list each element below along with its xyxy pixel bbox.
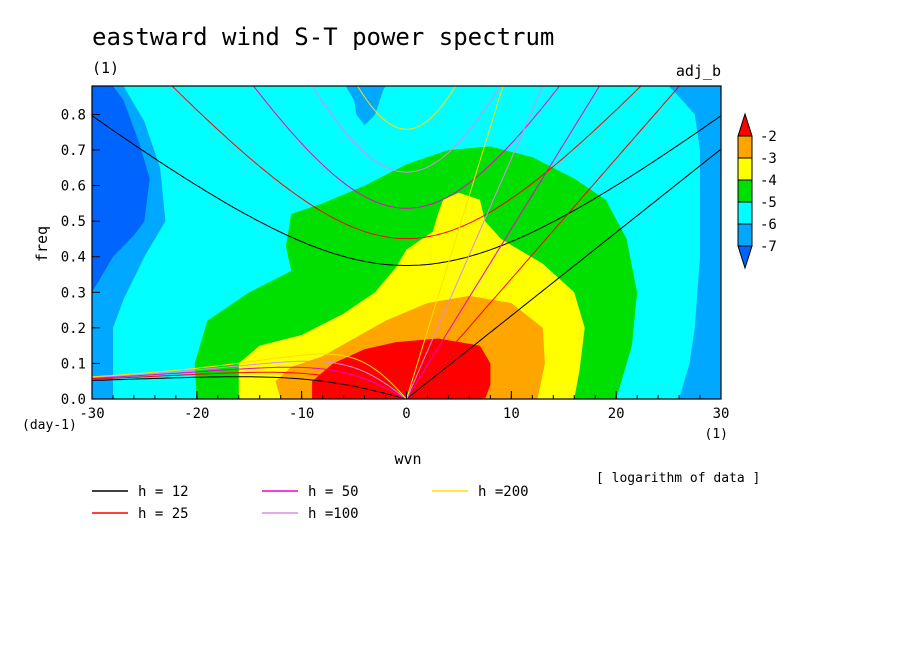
field-contours <box>92 86 721 399</box>
colorbar-level-label: -3 <box>760 151 777 167</box>
x-tick-label: 20 <box>608 406 625 422</box>
colorbar-swatch <box>737 157 753 181</box>
y-axis-unit: (day-1) <box>22 418 77 433</box>
colorbar-level-label: -4 <box>760 173 777 189</box>
x-axis: -30 -20 -10 0 10 20 30 <box>79 391 729 422</box>
field-level--7 <box>92 86 150 293</box>
y-tick-label: 0.2 <box>61 321 86 337</box>
y-tick-label: 0.5 <box>61 214 86 230</box>
y-axis-label: freq <box>33 226 51 262</box>
curve-kelvin-h100 <box>406 86 544 399</box>
legend-label: h =100 <box>308 506 359 522</box>
chart-title: eastward wind S-T power spectrum <box>92 23 554 51</box>
colorbar-level-label: -2 <box>760 129 777 145</box>
curve-rossby-h12 <box>92 376 407 399</box>
colorbar-swatch <box>737 135 753 159</box>
chart-subtitle-left: (1) <box>92 59 119 77</box>
colorbar-label: [ logarithm of data ] <box>596 471 760 486</box>
curve-kelvin-h25 <box>406 86 681 399</box>
colorbar-top-arrow <box>737 112 753 137</box>
colorbar-level-label: -5 <box>760 195 777 211</box>
curve-rossby-h25 <box>92 371 407 399</box>
curve-rossby-h200 <box>92 353 407 399</box>
x-tick-label: 10 <box>503 406 520 422</box>
curve-gravity-h100 <box>311 86 502 173</box>
y-axis: 0.0 0.1 0.2 0.3 0.4 0.5 0.6 0.7 0.8 <box>61 107 100 408</box>
y-tick-label: 0.4 <box>61 250 86 266</box>
y-tick-label: 0.0 <box>61 392 86 408</box>
curve-rossby-h100 <box>92 360 407 399</box>
legend: h = 12 h = 25 h = 50 h =100 h =200 <box>92 484 529 522</box>
x-tick-label: -30 <box>79 406 104 422</box>
curve-gravity-h200 <box>356 86 457 130</box>
y-tick-label: 0.8 <box>61 107 86 123</box>
dispersion-curves <box>92 86 721 399</box>
y-tick-label: 0.7 <box>61 143 86 159</box>
y-tick-label: 0.1 <box>61 356 86 372</box>
x-tick-label: -20 <box>184 406 209 422</box>
colorbar-level-label: -6 <box>760 217 777 233</box>
curve-gravity-h50 <box>252 86 561 209</box>
x-tick-label: 30 <box>713 406 730 422</box>
legend-label: h = 50 <box>308 484 359 500</box>
x-axis-label: wvn <box>394 450 421 468</box>
x-tick-label: 0 <box>402 406 410 422</box>
colorbar-bottom-arrow <box>737 245 753 270</box>
y-tick-label: 0.3 <box>61 285 86 301</box>
x-axis-unit: (1) <box>705 427 728 442</box>
curve-kelvin-h200 <box>406 86 504 399</box>
colorbar-level-label: -7 <box>760 239 777 255</box>
colorbar-swatch <box>737 179 753 203</box>
curve-kelvin-h12 <box>406 148 721 399</box>
y-tick-label: 0.6 <box>61 179 86 195</box>
x-tick-label: -10 <box>289 406 314 422</box>
chart-subtitle-right: adj_b <box>676 62 721 80</box>
curve-rossby-h50 <box>92 366 407 399</box>
curve-gravity-h25 <box>171 86 642 240</box>
colorbar-swatch <box>737 223 753 247</box>
curve-gravity-h12 <box>92 115 721 266</box>
legend-label: h =200 <box>478 484 529 500</box>
legend-label: h = 25 <box>138 506 189 522</box>
colorbar: -2 -3 -4 -5 -6 -7 <box>737 112 777 270</box>
colorbar-swatch <box>737 201 753 225</box>
curve-kelvin-h50 <box>406 86 601 399</box>
legend-label: h = 12 <box>138 484 189 500</box>
